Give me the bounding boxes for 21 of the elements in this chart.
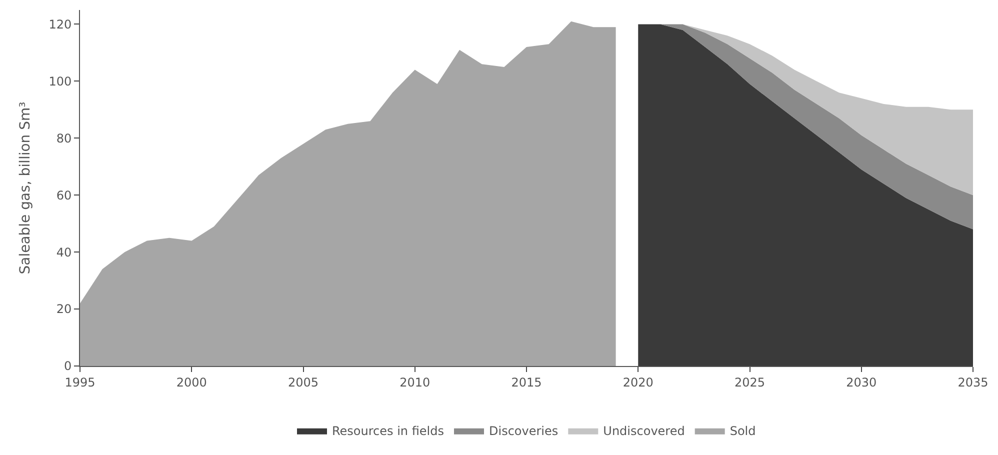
legend-label: Discoveries: [489, 424, 558, 438]
x-tick-label: 2010: [400, 375, 430, 390]
x-tick-label: 2000: [176, 375, 207, 390]
x-tick-label: 2030: [846, 375, 877, 390]
x-tick-label: 2025: [734, 375, 766, 390]
y-axis-title: Saleable gas, billion Sm³: [17, 102, 34, 274]
legend-label: Sold: [730, 424, 756, 438]
x-tick-label: 2035: [958, 375, 988, 390]
legend-label: Resources in fields: [332, 424, 444, 438]
y-tick-label: 0: [64, 359, 72, 374]
x-tick-label: 2015: [511, 375, 542, 390]
y-tick-label: 120: [48, 17, 72, 32]
y-tick-label: 100: [48, 74, 72, 88]
y-tick-label: 40: [56, 245, 72, 260]
y-tick-label: 20: [56, 302, 72, 316]
x-tick-label: 1995: [64, 375, 96, 390]
legend-label: Undiscovered: [603, 424, 685, 438]
y-tick-label: 60: [56, 188, 72, 202]
x-tick-label: 2020: [622, 375, 654, 390]
y-tick-label: 80: [56, 131, 72, 146]
x-tick-label: 2005: [288, 375, 319, 390]
